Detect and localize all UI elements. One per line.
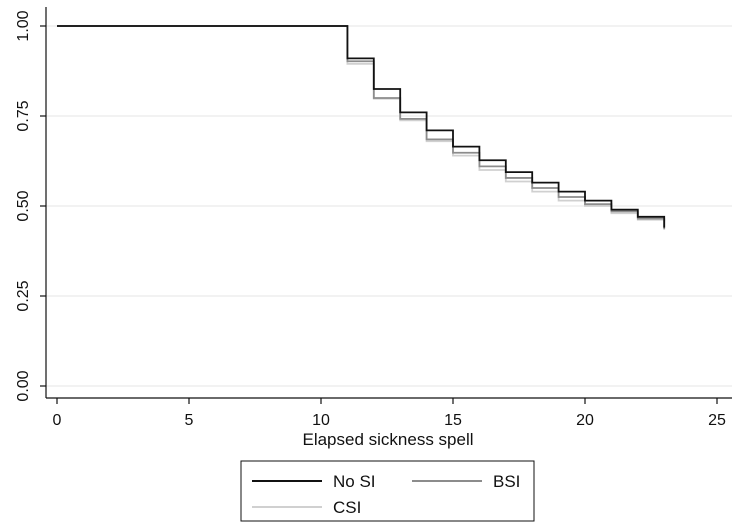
series-lines [57, 25, 666, 230]
y-tick-label: 1.00 [15, 10, 32, 41]
legend-box [240, 460, 535, 522]
x-tick-label: 5 [185, 412, 194, 429]
x-axis-title: Elapsed sickness spell [302, 430, 473, 449]
y-tick-label: 0.50 [15, 190, 32, 221]
legend-label-bsi: BSI [493, 472, 520, 491]
axes [45, 7, 732, 399]
y-ticks: 0.00 0.25 0.50 0.75 1.00 [15, 10, 46, 402]
y-tick-label: 0.75 [15, 100, 32, 131]
x-tick-label: 25 [708, 412, 726, 429]
gridlines [46, 25, 732, 387]
y-tick-label: 0.00 [15, 370, 32, 401]
legend-label-no-si: No SI [333, 472, 376, 491]
legend-label-csi: CSI [333, 498, 361, 517]
legend: No SI BSI CSI [240, 460, 535, 522]
x-tick-label: 0 [53, 412, 62, 429]
y-tick-label: 0.25 [15, 280, 32, 311]
x-tick-label: 15 [444, 412, 462, 429]
x-tick-label: 20 [576, 412, 594, 429]
series-line-bsi [57, 25, 666, 230]
x-ticks: 0 5 10 15 20 25 [53, 398, 726, 429]
x-tick-label: 10 [312, 412, 330, 429]
series-line-no-si [57, 25, 666, 228]
